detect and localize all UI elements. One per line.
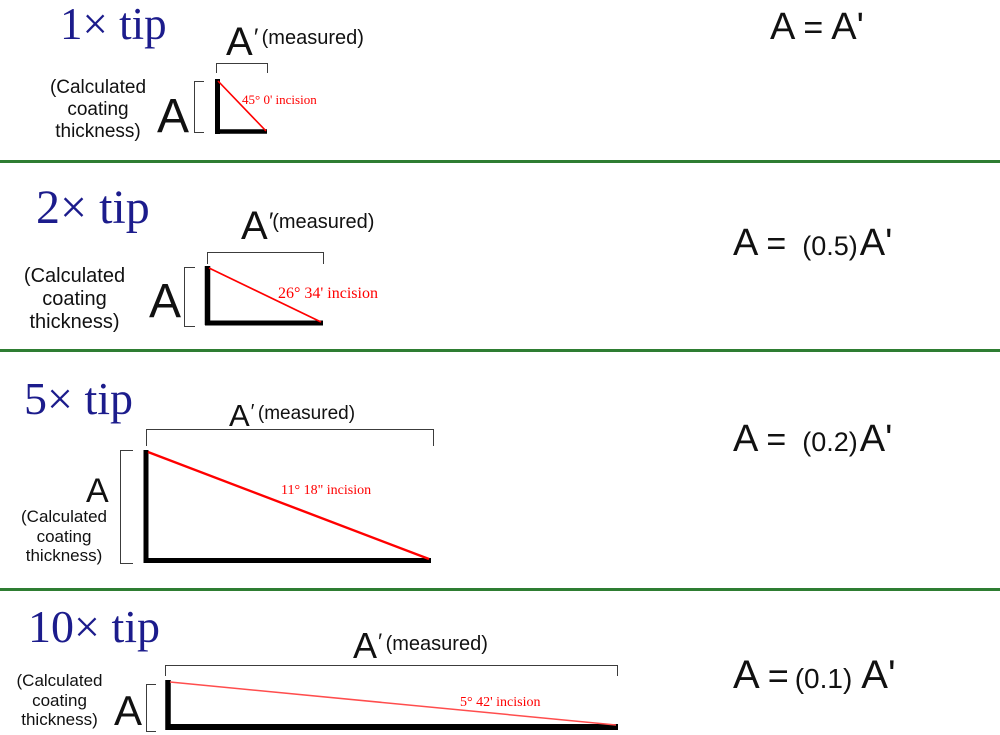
row4-measured-symbol: A: [353, 625, 378, 666]
row4-measured-label: A′ (measured): [353, 628, 488, 664]
row3-measured-bracket: [146, 429, 434, 446]
row3-formula: A = (0.2)A': [733, 420, 892, 458]
row4-formula-lhs: A: [733, 653, 760, 697]
row3-triangle-diagram: [143, 450, 431, 563]
row4-thickness-bracket: [146, 684, 156, 732]
row3-formula-rhs: A': [859, 418, 893, 460]
row3-incision-line: [147, 450, 430, 561]
row3-thickness-note: (Calculated coating thickness): [21, 507, 107, 566]
row1-incision-line: [217, 80, 267, 132]
row1-measured-bracket: [216, 63, 268, 73]
divider-1: [0, 160, 1000, 163]
row1-thickness-bracket: [194, 81, 204, 133]
row4-formula-rhs: A': [861, 653, 896, 697]
row4-formula: A = (0.1) A': [733, 655, 896, 695]
row4-measured-prime: ′: [377, 629, 382, 654]
row3-thickness-bracket: [120, 450, 133, 564]
row4-measured-bracket: [165, 665, 618, 676]
divider-3: [0, 588, 1000, 591]
row2-measured-bracket: [207, 252, 324, 264]
row1-measured-note: (measured): [261, 27, 364, 49]
row2-heading: 2× tip: [36, 181, 150, 234]
row3-formula-eq: =: [766, 421, 787, 459]
row1-measured-prime: ′: [252, 24, 258, 51]
row2-measured-symbol: A: [241, 204, 268, 248]
row2-thickness-symbol: A: [149, 275, 182, 328]
row1-formula: A = A': [770, 8, 864, 46]
row2-triangle-diagram: [204, 266, 323, 326]
row1-thickness-symbol: A: [157, 90, 190, 143]
row4-thickness-note: (Calculated coating thickness): [16, 671, 103, 730]
row3-formula-lhs: A: [733, 418, 759, 460]
row1-heading: 1× tip: [60, 0, 167, 49]
row1-formula-eq: =: [803, 9, 824, 47]
row2-thickness-note: (Calculated coating thickness): [23, 265, 126, 334]
row2-formula-eq: =: [766, 225, 787, 263]
divider-2: [0, 349, 1000, 352]
row2-measured-note: (measured): [272, 211, 375, 233]
row2-incision-line: [208, 267, 322, 323]
row2-formula: A = (0.5)A': [733, 224, 892, 262]
row1-triangle-diagram: [215, 79, 267, 134]
row2-incision-label: 26° 34' incision: [278, 285, 378, 302]
row1-formula-lhs: A: [770, 6, 796, 48]
row1-measured-label: A′ (measured): [226, 22, 364, 62]
row4-measured-note: (measured): [385, 633, 488, 655]
row2-formula-lhs: A: [733, 222, 759, 264]
row4-formula-eq: =: [767, 655, 789, 696]
row2-measured-label: A′(measured): [241, 206, 374, 246]
row2-thickness-bracket: [184, 267, 195, 327]
row3-measured-prime: ′: [249, 401, 254, 423]
row2-measured-prime: ′: [267, 208, 273, 235]
row2-formula-coef: (0.5): [802, 231, 858, 261]
row3-incision-label: 11° 18" incision: [281, 483, 372, 498]
row3-thickness-symbol: A: [86, 472, 109, 510]
row1-thickness-note: (Calculated coating thickness): [49, 77, 147, 143]
row1-incision-label: 45° 0' incision: [242, 92, 317, 107]
row3-measured-label: A′ (measured): [229, 400, 355, 431]
row3-formula-coef: (0.2): [802, 427, 858, 457]
row4-formula-coef: (0.1): [794, 663, 853, 694]
row4-heading: 10× tip: [28, 601, 161, 652]
row2-formula-rhs: A': [859, 222, 893, 264]
row3-measured-note: (measured): [257, 403, 356, 424]
row3-heading: 5× tip: [24, 373, 134, 424]
row4-incision-label: 5° 42' incision: [460, 695, 541, 710]
row4-triangle-diagram: [165, 680, 618, 730]
row1-formula-rhs: A': [831, 6, 864, 48]
row3-measured-symbol: A: [229, 398, 250, 433]
row4-incision-line: [169, 681, 617, 726]
row1-measured-symbol: A: [226, 20, 253, 64]
row4-thickness-symbol: A: [114, 687, 143, 734]
